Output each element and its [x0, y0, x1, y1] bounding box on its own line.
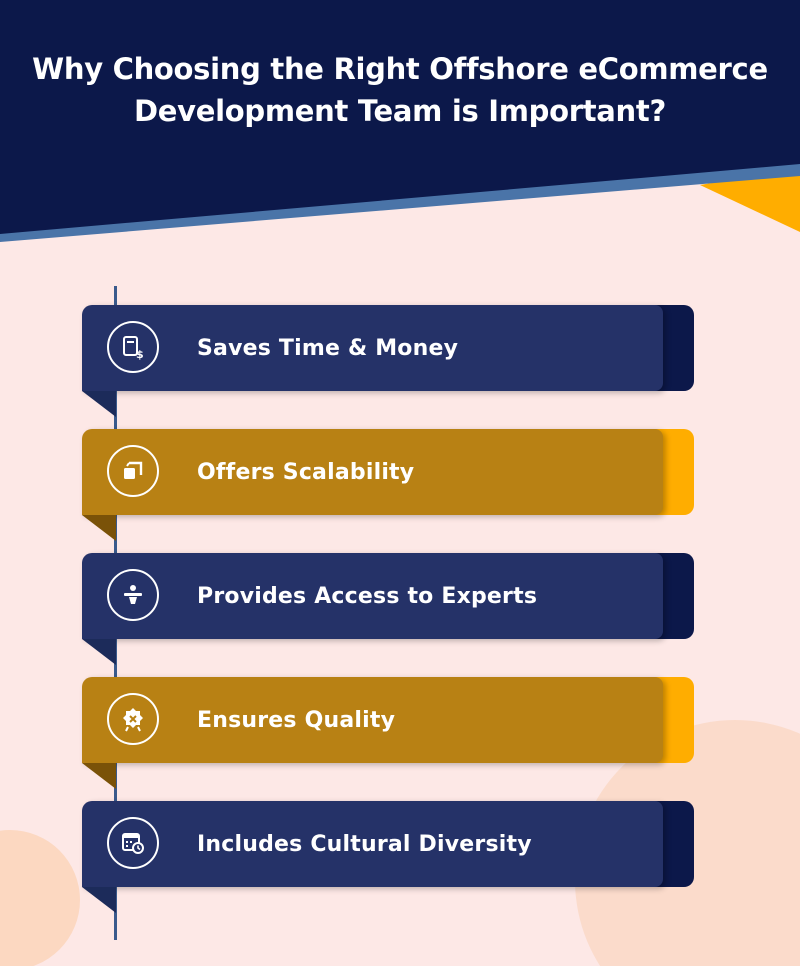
card-fold — [82, 639, 116, 665]
decor-circle-left — [0, 830, 80, 966]
benefit-label: Provides Access to Experts — [197, 583, 538, 609]
money-document-icon: $ — [107, 321, 159, 373]
card-front — [82, 305, 663, 391]
card-front — [82, 553, 663, 639]
page-title: Why Choosing the Right Offshore eCommerc… — [0, 48, 800, 132]
title-line-2: Development Team is Important? — [134, 94, 666, 128]
benefit-label: Offers Scalability — [197, 459, 415, 485]
benefit-item-ensures-quality: Ensures Quality — [82, 677, 694, 789]
card-fold — [82, 887, 116, 913]
benefit-item-offers-scalability: Offers Scalability — [82, 429, 694, 541]
expert-person-icon — [107, 569, 159, 621]
card-front — [82, 801, 663, 887]
header-background — [0, 0, 800, 234]
card-front — [82, 677, 663, 763]
benefit-item-access-to-experts: Provides Access to Experts — [82, 553, 694, 665]
benefit-label: Includes Cultural Diversity — [197, 831, 532, 857]
card-fold — [82, 763, 116, 789]
benefit-label: Ensures Quality — [197, 707, 396, 733]
title-line-1: Why Choosing the Right Offshore eCommerc… — [32, 52, 768, 86]
calendar-globe-icon — [107, 817, 159, 869]
quality-badge-icon — [107, 693, 159, 745]
benefit-item-cultural-diversity: Includes Cultural Diversity — [82, 801, 694, 913]
card-fold — [82, 391, 116, 417]
card-fold — [82, 515, 116, 541]
card-front — [82, 429, 663, 515]
benefit-item-saves-time-money: $ Saves Time & Money — [82, 305, 694, 417]
header-stripe — [0, 162, 800, 242]
scale-boxes-icon — [107, 445, 159, 497]
benefit-label: Saves Time & Money — [197, 335, 459, 361]
svg-text:$: $ — [136, 348, 144, 361]
gold-corner-accent — [700, 168, 800, 232]
